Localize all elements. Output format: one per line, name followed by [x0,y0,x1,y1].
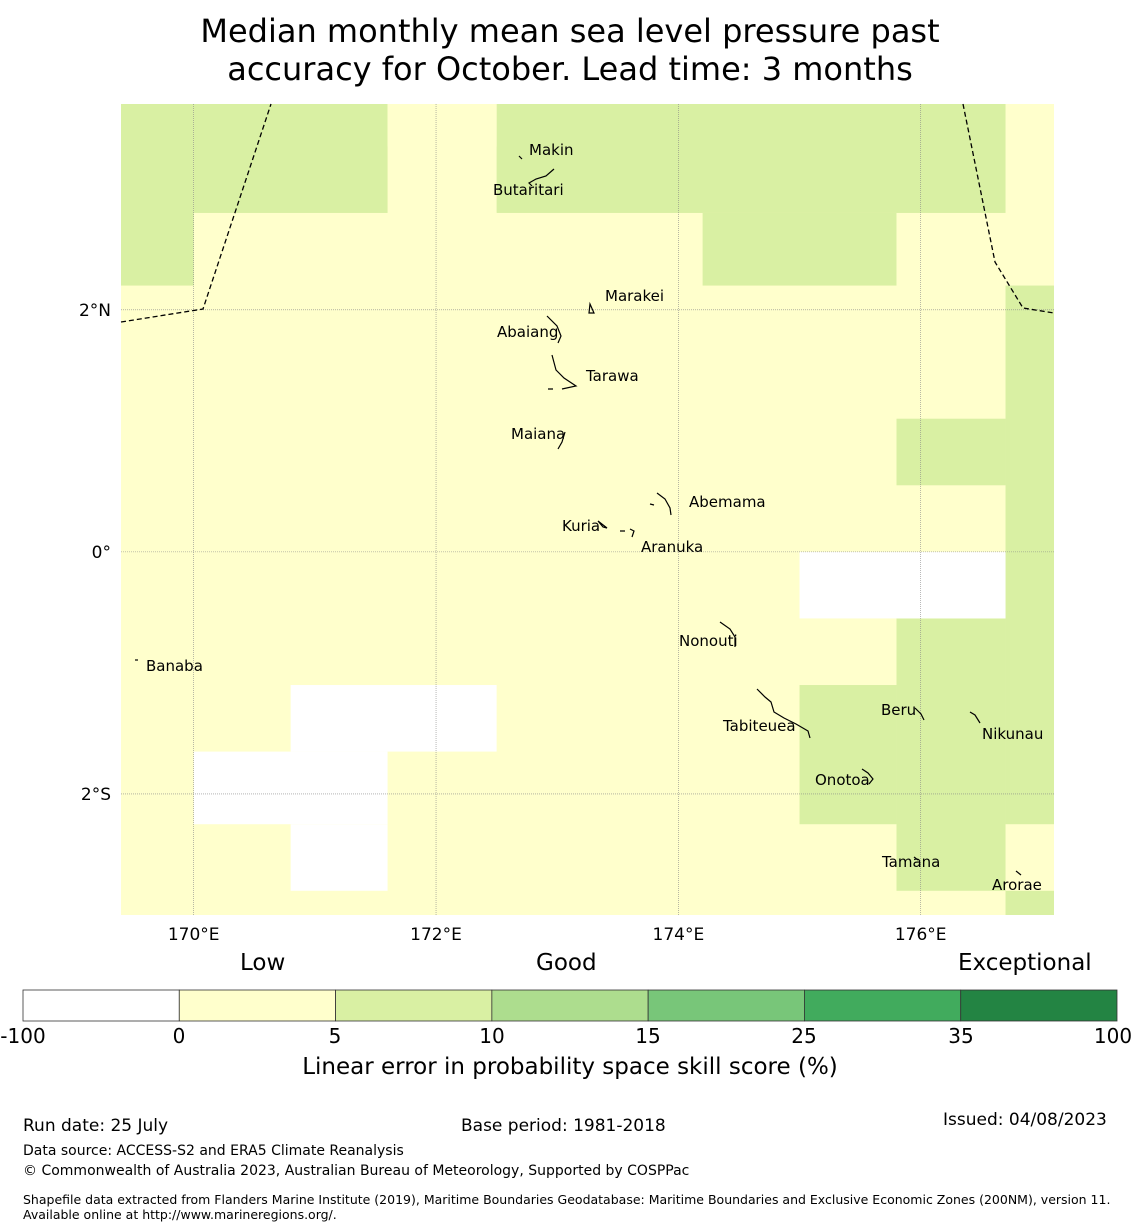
colorbar-bin [178,989,336,1022]
data-source: Data source: ACCESS-S2 and ERA5 Climate … [23,1143,404,1159]
skill-grid-cell [290,685,497,752]
colorbar-bin [960,989,1118,1022]
colorbar-tick: 10 [479,1024,505,1048]
longitude-tick-label: 174°E [653,925,705,945]
island-label-abaiang: Abaiang [497,323,558,341]
skill-grid-cell [121,104,194,286]
longitude-tick-label: 176°E [895,925,947,945]
colorbar-tick: 15 [635,1024,661,1048]
skill-grid-cell [896,418,1006,486]
colorbar-tick: -100 [0,1024,46,1048]
colorbar-tick: 100 [1093,1024,1133,1048]
colorbar-category-good: Good [536,950,597,976]
island-label-tarawa: Tarawa [585,367,639,385]
title-line-1: Median monthly mean sea level pressure p… [200,12,940,50]
title-line-2: accuracy for October. Lead time: 3 month… [227,50,913,88]
island-coastlines [135,155,1022,876]
colorbar-category-exceptional: Exceptional [958,950,1092,976]
skill-grid-cell [1005,104,1054,286]
longitude-tick-label: 172°E [410,925,462,945]
island-label-aranuka: Aranuka [641,538,703,556]
latitude-tick-label: 2°S [81,785,111,805]
map-title: Median monthly mean sea level pressure p… [0,12,1140,88]
skill-grid-cell [1005,285,1054,916]
run-date: Run date: 25 July [23,1116,169,1136]
colorbar-bin [335,989,493,1022]
island-label-beru: Beru [881,701,916,719]
latitude-tick-label: 0° [92,543,111,563]
colorbar-bin [647,989,805,1022]
colorbar-category-low: Low [240,950,286,976]
colorbar [22,989,1118,1022]
skill-grid-cell [799,551,1006,619]
copyright: © Commonwealth of Australia 2023, Austra… [23,1163,690,1179]
island-label-nikunau: Nikunau [982,725,1043,743]
colorbar-tick: 5 [328,1024,342,1048]
colorbar-tick: 0 [172,1024,186,1048]
skill-grid-cell [702,212,897,286]
island-label-onotoa: Onotoa [815,771,870,789]
colorbar-title: Linear error in probability space skill … [302,1054,838,1080]
colorbar-bin [804,989,962,1022]
island-label-maiana: Maiana [511,425,565,443]
skill-grid-cell [799,685,897,825]
skill-grid-cell [496,104,1054,213]
longitude-tick-label: 170°E [168,925,220,945]
island-label-arorae: Arorae [992,876,1042,894]
shapefile-note: Shapefile data extracted from Flanders M… [23,1192,1111,1222]
colorbar-tick: 35 [948,1024,974,1048]
latitude-tick-label: 2°N [79,301,111,321]
skill-grid-cell [193,751,388,825]
island-label-kuria: Kuria [562,517,600,535]
base-period: Base period: 1981-2018 [461,1116,666,1136]
island-label-marakei: Marakei [605,287,664,305]
island-label-butaritari: Butaritari [493,181,564,199]
island-label-abemama: Abemama [689,493,766,511]
island-label-tamana: Tamana [881,853,940,871]
colorbar-tick: 25 [791,1024,817,1048]
skill-grid-cell [193,104,388,213]
skill-grid-cell [387,104,497,147]
eez-boundary [120,103,1055,323]
island-label-makin: Makin [529,141,574,159]
colorbar-bin [491,989,649,1022]
island-label-nonouti: Nonouti [679,632,738,650]
colorbar-bin [22,989,180,1022]
skill-grid-cell [1005,824,1054,891]
skill-grid-cell [896,618,1006,891]
skill-grid-cell [290,824,388,891]
issued-date: Issued: 04/08/2023 [943,1110,1107,1130]
island-label-banaba: Banaba [146,657,203,675]
island-label-tabiteuea: Tabiteuea [722,717,796,735]
